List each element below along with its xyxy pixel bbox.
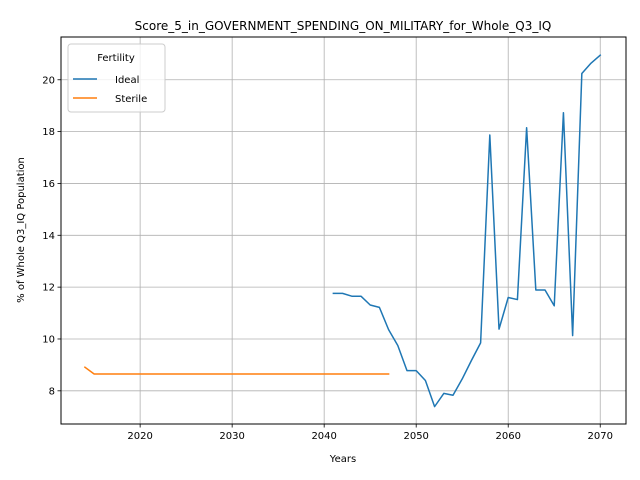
x-tick-label: 2070 bbox=[588, 431, 613, 442]
y-tick-label: 10 bbox=[42, 334, 55, 345]
series-line-sterile bbox=[83, 366, 390, 375]
series-line-ideal bbox=[332, 54, 602, 408]
y-tick-label: 8 bbox=[49, 386, 55, 397]
legend-label-sterile: Sterile bbox=[115, 94, 147, 105]
y-tick-label: 16 bbox=[42, 179, 55, 190]
x-axis-label: Years bbox=[329, 454, 356, 465]
x-tick-label: 2050 bbox=[403, 431, 428, 442]
grid-lines bbox=[61, 37, 626, 424]
y-tick-label: 18 bbox=[42, 127, 55, 138]
chart-title: Score_5_in_GOVERNMENT_SPENDING_ON_MILITA… bbox=[135, 19, 552, 33]
x-tick-label: 2030 bbox=[219, 431, 244, 442]
series-lines bbox=[83, 54, 602, 408]
legend-title: Fertility bbox=[97, 53, 135, 64]
y-tick-label: 14 bbox=[42, 231, 55, 242]
y-axis-label: % of Whole Q3_IQ Population bbox=[16, 157, 27, 303]
axis-ticks: 2020 2030 2040 2050 2060 2070 8 10 12 14 16 18 20 bbox=[42, 75, 613, 442]
y-tick-label: 20 bbox=[42, 75, 55, 86]
plot-area-frame bbox=[60, 36, 627, 425]
legend-entries: Ideal Sterile bbox=[73, 75, 147, 105]
legend-label-ideal: Ideal bbox=[115, 75, 139, 86]
x-tick-label: 2040 bbox=[311, 431, 336, 442]
legend-box bbox=[67, 43, 166, 113]
y-tick-label: 12 bbox=[42, 283, 55, 294]
legend: Fertility Ideal Sterile bbox=[67, 43, 166, 113]
x-tick-label: 2060 bbox=[495, 431, 520, 442]
x-tick-label: 2020 bbox=[127, 431, 152, 442]
